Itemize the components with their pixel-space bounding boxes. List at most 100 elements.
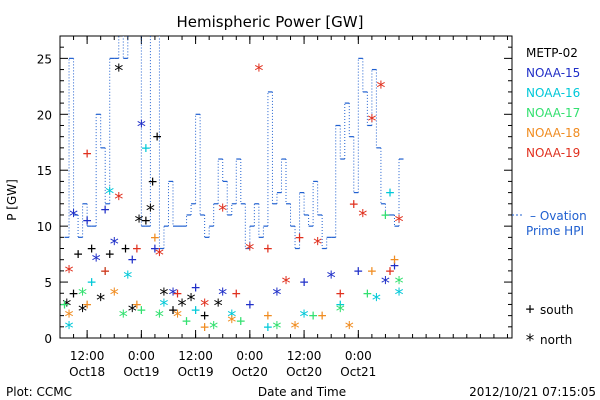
point-noaa-19: *: [281, 273, 292, 294]
point-metp-02: +: [69, 284, 78, 302]
point-metp-02: +: [148, 172, 157, 190]
point-metp-02: +: [87, 240, 96, 258]
point-noaa-17: +: [309, 307, 318, 325]
point-noaa-17: +: [182, 312, 191, 330]
point-noaa-16: +: [191, 301, 200, 319]
point-noaa-15: *: [68, 206, 79, 227]
point-noaa-17: *: [118, 307, 129, 328]
point-noaa-16: *: [104, 184, 115, 205]
point-noaa-15: *: [91, 251, 102, 272]
point-noaa-15: *: [217, 284, 228, 305]
legend-ovation-line1: – Ovation: [530, 209, 587, 223]
point-metp-02: *: [186, 290, 197, 311]
point-noaa-19: +: [263, 240, 272, 258]
legend-metp-02: METP-02: [526, 46, 578, 60]
point-noaa-19: *: [113, 189, 124, 210]
point-metp-02: *: [177, 295, 188, 316]
point-noaa-18: +: [263, 307, 272, 325]
point-noaa-15: *: [326, 267, 337, 288]
y-tick-label: 25: [37, 52, 52, 66]
y-tick-label: 0: [44, 332, 52, 346]
point-noaa-19: +: [132, 240, 141, 258]
point-noaa-18: *: [226, 312, 237, 333]
point-noaa-16: +: [263, 318, 272, 336]
legend-noaa-18: NOAA-18: [526, 126, 580, 140]
point-noaa-19: +: [83, 144, 92, 162]
point-noaa-18: +: [83, 295, 92, 313]
point-metp-02: *: [145, 200, 156, 221]
x-tick-label: 12:00: [287, 349, 322, 363]
point-noaa-18: *: [64, 307, 75, 328]
point-noaa-15: +: [128, 251, 137, 269]
point-noaa-17: *: [77, 284, 88, 305]
point-noaa-18: *: [172, 307, 183, 328]
point-noaa-18: +: [367, 262, 376, 280]
point-noaa-19: +: [385, 262, 394, 280]
point-noaa-19: +: [173, 284, 182, 302]
x-tick-label: 12:00: [178, 349, 213, 363]
point-metp-02: +: [121, 240, 130, 258]
legend-noaa-16: NOAA-16: [526, 86, 580, 100]
point-metp-02: *: [127, 301, 138, 322]
point-noaa-17: +: [236, 312, 245, 330]
point-noaa-15: *: [380, 273, 391, 294]
point-noaa-19: *: [199, 295, 210, 316]
point-noaa-16: *: [394, 284, 405, 305]
point-noaa-15: +: [245, 295, 254, 313]
plot-area: 0 5 10 15 20 25 12:00 Oct18 0:00 Oct19 12:00 Oct19 0…: [37, 35, 513, 379]
point-noaa-17: +: [101, 262, 110, 280]
point-noaa-17: *: [154, 307, 165, 328]
point-noaa-18: +: [390, 251, 399, 269]
legend-noaa-19: NOAA-19: [526, 146, 580, 160]
point-metp-02: +: [200, 307, 209, 325]
point-noaa-18: *: [290, 318, 301, 339]
x-tick-label: 12:00: [70, 349, 105, 363]
point-noaa-19: +: [336, 284, 345, 302]
x-axis-label: Date and Time: [258, 385, 346, 399]
point-noaa-15: +: [354, 262, 363, 280]
point-metp-02: *: [159, 284, 170, 305]
point-noaa-15: *: [109, 234, 120, 255]
point-noaa-17: *: [335, 301, 346, 322]
legend: METP-02 NOAA-15 NOAA-16 NOAA-17 NOAA-18 NOAA-…: [512, 46, 587, 351]
point-noaa-18: +: [318, 307, 327, 325]
marker-legend-symbol: +: [525, 300, 534, 318]
point-noaa-17: *: [208, 318, 219, 339]
x-tick-date-label: Oct20: [286, 365, 322, 379]
point-noaa-16: +: [141, 139, 150, 157]
point-noaa-15: +: [150, 240, 159, 258]
plot-frame: [59, 35, 513, 339]
point-noaa-17: +: [363, 284, 372, 302]
point-noaa-16: +: [87, 273, 96, 291]
footer-right: 2012/10/21 07:15:05: [469, 385, 596, 399]
point-metp-02: *: [77, 301, 88, 322]
legend-noaa-17: NOAA-17: [526, 106, 580, 120]
point-metp-02: *: [95, 290, 106, 311]
point-noaa-15: *: [136, 116, 147, 137]
point-metp-02: +: [168, 301, 177, 319]
point-metp-02: +: [74, 245, 83, 263]
marker-legend-north: north: [540, 333, 572, 347]
point-noaa-15: *: [168, 284, 179, 305]
point-metp-02: *: [213, 295, 224, 316]
point-noaa-18: +: [132, 295, 141, 313]
y-tick-label: 5: [44, 276, 52, 290]
marker-legend-south: south: [540, 303, 574, 317]
point-noaa-15: +: [101, 200, 110, 218]
point-noaa-19: *: [312, 234, 323, 255]
point-noaa-18: *: [344, 318, 355, 339]
footer-left: Plot: CCMC: [6, 385, 72, 399]
point-noaa-16: *: [122, 267, 133, 288]
y-tick-label: 20: [37, 108, 52, 122]
point-noaa-19: +: [101, 262, 110, 280]
y-tick-label: 10: [37, 220, 52, 234]
point-noaa-18: +: [150, 228, 159, 246]
point-noaa-19: *: [64, 262, 75, 283]
chart-title: Hemispheric Power [GW]: [177, 13, 364, 31]
point-metp-02: *: [61, 295, 72, 316]
point-noaa-16: *: [299, 307, 310, 328]
x-tick-date-label: Oct20: [232, 365, 268, 379]
point-noaa-19: *: [375, 77, 386, 98]
point-noaa-19: *: [394, 212, 405, 233]
